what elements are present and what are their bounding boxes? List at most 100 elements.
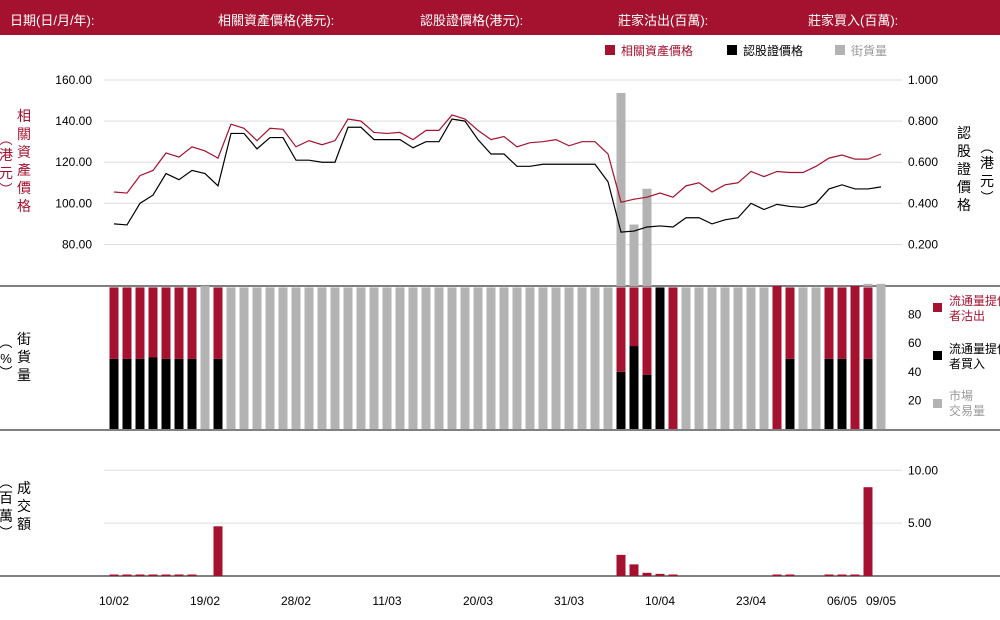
turnover-bar (174, 574, 184, 576)
lp-sold-bar (824, 287, 834, 359)
lp-sold-bar (772, 286, 782, 429)
market-volume-bar (720, 287, 730, 429)
outstanding-axis-char: % (0, 351, 12, 366)
left-tick-label: 100.00 (55, 196, 92, 210)
turnover-bar (824, 574, 834, 576)
market-volume-bar (460, 287, 470, 429)
turnover-bar (863, 487, 873, 576)
left-axis-char: 價 (17, 180, 31, 196)
outstanding-axis-char: 街 (17, 331, 31, 347)
market-volume-bar (707, 287, 717, 429)
right-tick-label: 0.200 (908, 237, 938, 251)
market-volume-bar (317, 287, 327, 429)
outstanding-axis-char: 量 (17, 367, 31, 383)
turnover-bar (122, 574, 132, 576)
lp-sold-bar (148, 287, 158, 358)
legend-warrant-label: 認股證價格 (743, 43, 803, 58)
lp-sold-bar (109, 287, 119, 359)
right-axis-char: 股 (957, 143, 971, 159)
market-volume-bar (356, 287, 366, 429)
lp-bought-bar (863, 358, 873, 429)
lp-sold-bar (161, 287, 171, 359)
x-tick-label: 10/02 (99, 594, 129, 608)
legend-lp-bought-swatch (933, 351, 942, 360)
left-tick-label: 120.00 (55, 155, 92, 169)
left-axis-char: 格 (17, 198, 31, 214)
turnover-bar (187, 574, 197, 576)
turnover-bars (109, 487, 873, 576)
warrant-price-line (113, 118, 882, 233)
turnover-axis-paren: ︶ (0, 525, 13, 540)
market-volume-bar (564, 287, 574, 429)
market-volume-bar (265, 287, 275, 429)
turnover-bar (616, 554, 626, 576)
legend-lp-sold-swatch (933, 303, 942, 312)
market-volume-bar (200, 286, 210, 429)
market-volume-bar (395, 287, 405, 429)
x-tick-label: 10/04 (645, 594, 675, 608)
gridlines (104, 79, 902, 524)
market-volume-bar (551, 287, 561, 429)
x-tick-label: 31/03 (554, 594, 584, 608)
x-tick-label: 19/02 (190, 594, 220, 608)
tick-labels: 160.00 140.00 120.00 100.00 80.00 1.000 0.800 0… (55, 73, 938, 608)
lp-bought-bar (642, 374, 652, 429)
outstanding-overflow-bar (876, 283, 886, 286)
legend-warrant-swatch (727, 45, 737, 55)
market-volume-bar (499, 287, 509, 429)
turnover-axis-title: 成 交 額 ︵ 百 萬 ︶ (0, 475, 31, 540)
left-axis-char: 資 (17, 144, 31, 160)
outstanding-axis-char: 貨 (17, 349, 31, 365)
header-date-label: 日期(日/月/年): (10, 13, 95, 28)
right-axis-paren: ︵ (980, 140, 993, 155)
lp-bought-bar (109, 358, 119, 429)
lp-sold-bar (213, 287, 223, 359)
outstanding-overflow-bar (616, 92, 626, 286)
turnover-bar (668, 574, 678, 576)
market-volume-bar (759, 287, 769, 429)
outstanding-tick-label: 40 (908, 365, 922, 379)
header-underlying-price-label: 相關資產價格(港元): (218, 13, 335, 28)
outstanding-tick-label: 80 (908, 308, 922, 322)
market-volume-bar (876, 286, 886, 429)
header-bought-label: 莊家買入(百萬): (808, 13, 899, 28)
lp-sold-bar (187, 287, 197, 359)
outstanding-overflow-bar (629, 224, 639, 286)
left-axis-char: 相 (17, 108, 31, 124)
turnover-bar (161, 574, 171, 576)
right-axis-title: 認 股 證 價 格 ︵ 港 元 ︶ (957, 125, 994, 213)
right-axis-char: 證 (957, 161, 971, 177)
market-volume-bar (226, 287, 236, 429)
right-axis-paren: ︶ (980, 190, 993, 205)
outstanding-overflow-bar (642, 188, 652, 286)
right-tick-label: 0.400 (908, 196, 938, 210)
right-tick-label: 0.800 (908, 114, 938, 128)
turnover-tick-label: 10.00 (908, 463, 938, 477)
market-volume-bar (369, 287, 379, 429)
lp-sold-bar (629, 287, 639, 347)
turnover-bar (785, 574, 795, 576)
turnover-bar (655, 573, 665, 576)
x-tick-label: 20/03 (463, 594, 493, 608)
lp-sold-bar (785, 287, 795, 359)
outstanding-tick-label: 60 (908, 336, 922, 350)
lp-sold-bar (850, 286, 860, 429)
lp-bought-bar (213, 358, 223, 429)
header-sold-label: 莊家沽出(百萬): (618, 13, 709, 28)
turnover-axis-char: 額 (17, 516, 31, 532)
lp-bought-bar (187, 358, 197, 429)
lp-sold-bar (668, 287, 678, 429)
header-bar: 日期(日/月/年): 相關資產價格(港元): 認股證價格(港元): 莊家沽出(百… (0, 0, 1000, 35)
market-volume-bar (382, 287, 392, 429)
lp-bought-bar (174, 358, 184, 429)
underlying-price-line (113, 114, 882, 204)
turnover-bar (213, 526, 223, 576)
left-tick-label: 140.00 (55, 114, 92, 128)
market-volume-bar (538, 287, 548, 429)
market-volume-bar (603, 287, 613, 429)
market-volume-bar (408, 287, 418, 429)
outstanding-axis-title: 街 貨 量 ︵ % ︶ (0, 331, 31, 383)
left-axis-paren: ︶ (0, 182, 13, 197)
lp-bought-bar (135, 358, 145, 429)
lp-sold-bar (135, 287, 145, 359)
